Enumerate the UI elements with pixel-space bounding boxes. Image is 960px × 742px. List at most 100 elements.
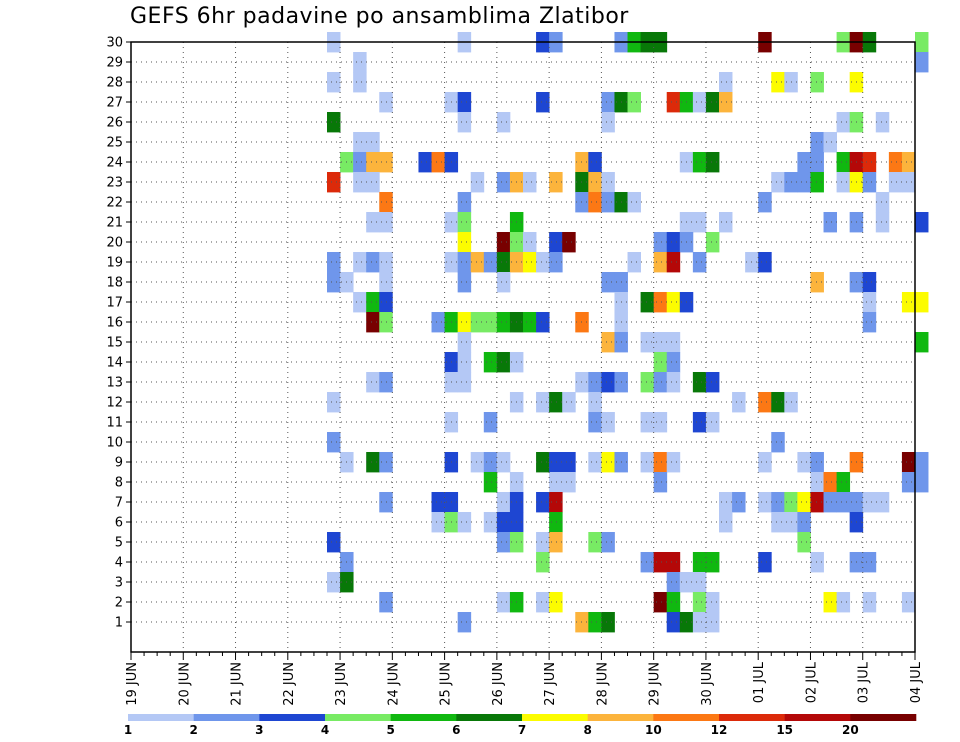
heatmap-cell	[536, 452, 550, 473]
heatmap-cell	[483, 512, 498, 533]
heatmap-cell	[915, 32, 929, 53]
y-tick-label: 18	[106, 276, 123, 291]
heatmap-cell	[692, 552, 707, 573]
heatmap-cell	[640, 552, 655, 573]
heatmap-cell	[470, 172, 485, 193]
heatmap-cell	[627, 192, 641, 213]
plot-frame	[130, 41, 916, 653]
heatmap-cell	[692, 92, 707, 113]
heatmap-cell	[666, 332, 681, 353]
heatmap-cell	[758, 252, 772, 273]
heatmap-cell	[705, 592, 720, 613]
heatmap-cell	[862, 292, 877, 313]
legend-swatch	[193, 714, 260, 721]
heatmap-cell	[810, 552, 824, 573]
heatmap-cell	[366, 172, 380, 193]
x-tick-label: 20 JUN	[177, 662, 192, 706]
legend-swatch	[522, 714, 588, 721]
heatmap-cell	[523, 252, 537, 273]
heatmap-cell	[640, 412, 655, 433]
heatmap-cell	[523, 172, 537, 193]
heatmap-cell	[327, 172, 341, 193]
heatmap-cell	[862, 152, 877, 173]
legend-label: 15	[776, 723, 793, 737]
heatmap-cell	[810, 132, 824, 153]
heatmap-cell	[692, 412, 707, 433]
heatmap-cell	[692, 252, 707, 273]
heatmap-cell	[536, 532, 550, 553]
heatmap-cell	[353, 152, 367, 173]
heatmap-cell	[797, 152, 811, 173]
heatmap-cell	[366, 452, 380, 473]
heatmap-cell	[719, 72, 733, 93]
heatmap-cell	[549, 252, 563, 273]
heatmap-cell	[836, 152, 851, 173]
heatmap-cell	[588, 532, 602, 553]
heatmap-cell	[758, 452, 772, 473]
heatmap-cell	[862, 492, 877, 513]
legend-label: 5	[386, 723, 394, 737]
heatmap-cell	[536, 92, 550, 113]
legend-label: 8	[583, 723, 591, 737]
heatmap-cell	[483, 252, 498, 273]
heatmap-cell	[666, 452, 681, 473]
heatmap-cell	[836, 592, 851, 613]
legend-label: 3	[255, 723, 263, 737]
x-tick-label: 01 JUL	[752, 661, 767, 703]
heatmap-cell	[888, 172, 903, 193]
heatmap-cell	[653, 452, 668, 473]
cells-layer	[327, 32, 929, 633]
heatmap-cell	[692, 212, 707, 233]
heatmap-cell	[823, 472, 837, 493]
heatmap-cell	[771, 172, 785, 193]
legend-swatch	[719, 714, 785, 721]
legend-swatch	[653, 714, 720, 721]
heatmap-cell	[640, 452, 655, 473]
heatmap-cell	[719, 92, 733, 113]
heatmap-cell	[431, 312, 445, 333]
heatmap-cell	[901, 152, 916, 173]
heatmap-cell	[562, 452, 576, 473]
heatmap-cell	[653, 332, 668, 353]
heatmap-cell	[353, 252, 367, 273]
heatmap-cell	[549, 532, 563, 553]
y-tick-label: 10	[106, 436, 123, 451]
x-tick-label: 26 JUN	[491, 662, 506, 706]
heatmap-cell	[719, 212, 733, 233]
heatmap-cell	[536, 392, 550, 413]
heatmap-cell	[771, 392, 785, 413]
heatmap-cell	[496, 352, 511, 373]
y-tick-label: 7	[115, 496, 123, 511]
heatmap-cell	[575, 372, 589, 393]
legend-label: 10	[645, 723, 662, 737]
heatmap-cell	[601, 92, 615, 113]
heatmap-cell	[536, 592, 550, 613]
heatmap-cell	[483, 312, 498, 333]
heatmap-cell	[705, 412, 720, 433]
heatmap-cell	[588, 452, 602, 473]
heatmap-cell	[536, 312, 550, 333]
heatmap-cell	[496, 252, 511, 273]
x-tick-label: 22 JUN	[282, 662, 297, 706]
y-tick-label: 5	[115, 536, 123, 551]
heatmap-cell	[771, 512, 785, 533]
heatmap-cell	[666, 552, 681, 573]
heatmap-cell	[915, 452, 929, 473]
heatmap-cell	[901, 292, 916, 313]
heatmap-cell	[797, 492, 811, 513]
y-tick-label: 30	[106, 36, 123, 51]
legend-swatch	[325, 714, 391, 721]
x-tick-label: 03 JUL	[857, 661, 872, 703]
heatmap-cell	[366, 292, 380, 313]
y-tick-label: 13	[106, 376, 123, 391]
heatmap-cell	[705, 232, 720, 253]
heatmap-cell	[327, 252, 341, 273]
heatmap-cell	[705, 92, 720, 113]
heatmap-cell	[470, 312, 485, 333]
heatmap-cell	[601, 532, 615, 553]
heatmap-cell	[496, 512, 511, 533]
grid-layer	[131, 41, 915, 652]
heatmap-cell	[810, 492, 824, 513]
heatmap-cell	[549, 392, 563, 413]
